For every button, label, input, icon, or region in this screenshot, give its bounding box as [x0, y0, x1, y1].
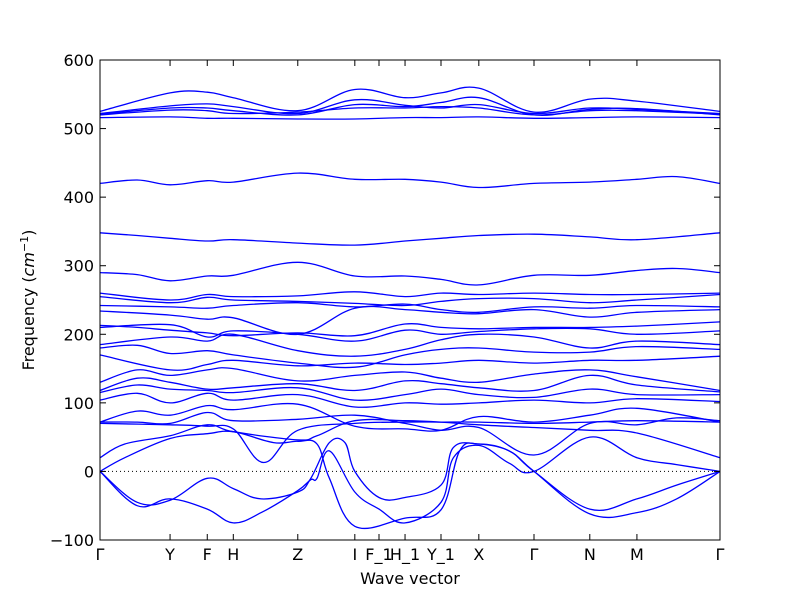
x-tick-label: F_1	[365, 545, 392, 565]
y-axis-title-main: Frequency (	[19, 276, 38, 370]
band-line-2	[99, 86, 721, 113]
band-line-22	[99, 402, 721, 432]
x-tick-label: H	[227, 545, 239, 564]
band-line-21	[99, 392, 721, 408]
x-tick-label: N	[584, 545, 596, 564]
band-line-11	[99, 302, 721, 314]
y-tick-label: 300	[63, 257, 94, 276]
band-line-1	[99, 98, 721, 115]
band-line-27	[99, 437, 721, 519]
y-tick-label: 400	[63, 188, 94, 207]
x-tick-label: F	[203, 545, 212, 564]
y-axis-title-close: )	[19, 230, 38, 236]
band-line-28	[99, 436, 721, 524]
band-line-25	[99, 418, 721, 459]
band-line-23	[99, 411, 721, 456]
x-tick-label: Γ	[716, 545, 725, 564]
x-tick-label: X	[473, 545, 484, 564]
band-line-19	[99, 374, 721, 393]
x-axis-ticks: Γ Y F H Z I F_1H_1 Y_1 X Γ N M Γ	[96, 60, 725, 565]
y-tick-label: −100	[50, 531, 94, 550]
y-tick-label: 200	[63, 325, 94, 344]
band-line-17	[99, 354, 721, 371]
band-line-24	[99, 420, 721, 464]
plot-frame	[99, 59, 721, 541]
band-line-6	[99, 172, 721, 189]
band-line-4	[99, 105, 721, 116]
band-line-3	[99, 96, 721, 116]
band-line-14	[99, 323, 721, 342]
band-line-18	[99, 367, 721, 392]
y-axis-ticks: −100 0 100 200 300 400 500 600	[50, 51, 720, 550]
y-axis-title-unit: cm	[19, 252, 38, 276]
band-lines	[99, 86, 721, 530]
x-tick-label: Γ	[530, 545, 539, 564]
band-line-7	[99, 232, 721, 246]
x-tick-label: Γ	[96, 545, 105, 564]
band-line-13	[99, 321, 721, 337]
y-tick-label: 0	[84, 462, 94, 481]
x-tick-label: I	[352, 545, 357, 564]
band-line-16	[99, 344, 721, 369]
band-line-10	[99, 293, 721, 307]
band-line-26	[99, 430, 721, 530]
band-line-9	[99, 291, 721, 301]
x-tick-label: Z	[292, 545, 303, 564]
y-axis-title: Frequency (cm−1)	[18, 230, 39, 371]
x-axis-title: Wave vector	[360, 569, 460, 588]
band-line-15	[99, 333, 721, 357]
y-tick-label: 500	[63, 120, 94, 139]
x-tick-label: Y_1	[426, 545, 455, 565]
y-tick-label: 600	[63, 51, 94, 70]
x-tick-label: M	[630, 545, 644, 564]
band-line-8	[99, 261, 721, 286]
x-tick-label: H_1	[390, 545, 420, 565]
y-tick-label: 100	[63, 394, 94, 413]
x-tick-label: Y	[164, 545, 175, 564]
band-line-20	[99, 384, 721, 401]
band-line-5	[99, 116, 721, 120]
band-line-12	[99, 305, 721, 335]
y-axis-title-exponent: −1	[18, 236, 31, 252]
